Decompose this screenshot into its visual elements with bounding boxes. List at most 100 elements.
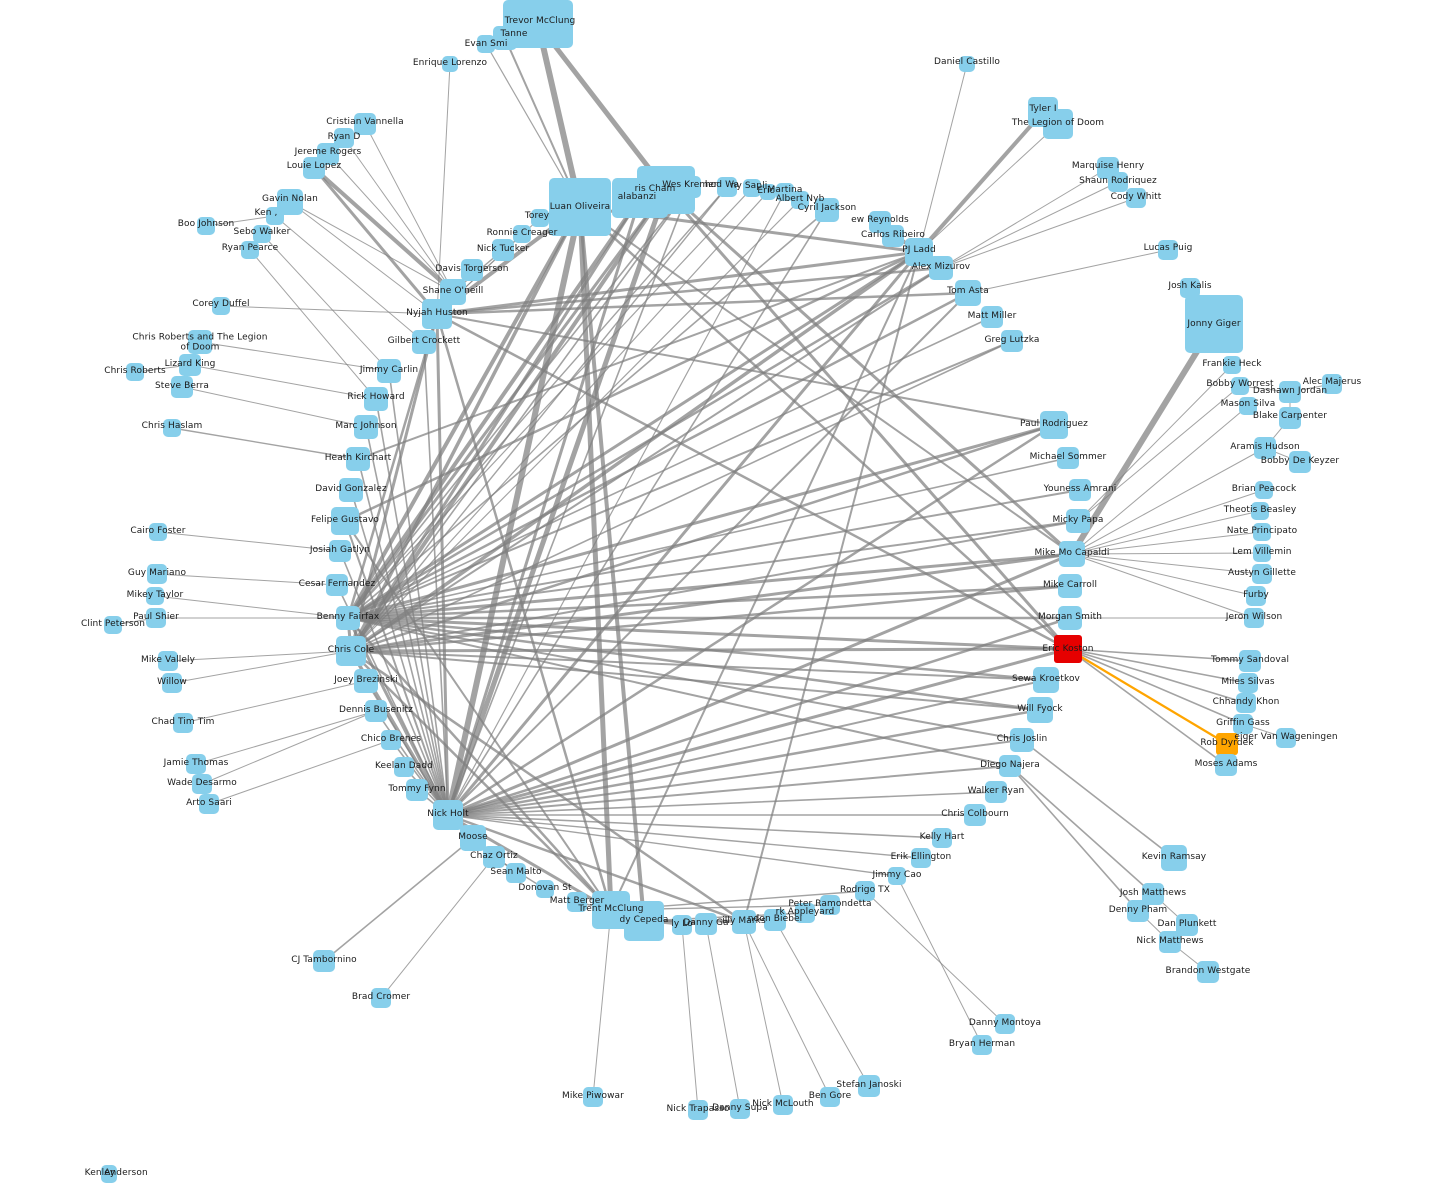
- graph-node-aramis-hudson[interactable]: [1254, 437, 1276, 459]
- graph-node-jeron-wilson[interactable]: [1244, 608, 1264, 628]
- graph-node-kevin-ramsay[interactable]: [1161, 845, 1187, 871]
- graph-node-stefan-janoski[interactable]: [858, 1075, 880, 1097]
- graph-node-moose[interactable]: [460, 825, 486, 851]
- graph-node-miles-silvas[interactable]: [1238, 673, 1258, 693]
- graph-node-ben-gore[interactable]: [820, 1087, 840, 1107]
- graph-node-dennis-busenitz[interactable]: [365, 700, 387, 722]
- graph-node-ryan-pearce[interactable]: [241, 241, 259, 259]
- graph-node-eric-martinaz[interactable]: [760, 184, 776, 200]
- graph-node-dashawn-jordan[interactable]: [1279, 381, 1301, 403]
- graph-node-bobby-worrest[interactable]: [1231, 377, 1249, 395]
- graph-node-mike-vallely[interactable]: [158, 651, 178, 671]
- graph-node-lucas-puig[interactable]: [1158, 240, 1178, 260]
- graph-node-chris-colbourn[interactable]: [964, 804, 986, 826]
- graph-node-matt-berger[interactable]: [567, 892, 587, 912]
- graph-node-pj-ladd[interactable]: [905, 238, 933, 266]
- graph-node-albert-nyb[interactable]: [791, 191, 809, 209]
- graph-node-frankie-heck[interactable]: [1223, 356, 1241, 374]
- graph-node-mike-piwowar[interactable]: [583, 1087, 603, 1107]
- graph-node-mark-appleyard[interactable]: [795, 903, 815, 923]
- graph-node-jamie-thomas[interactable]: [186, 754, 206, 774]
- graph-node-billy-marks[interactable]: [732, 910, 756, 934]
- graph-node-ken[interactable]: [266, 207, 284, 225]
- graph-node-kalabanzi[interactable]: [612, 178, 668, 218]
- graph-node-nick-matthews[interactable]: [1159, 931, 1181, 953]
- graph-node-sewa-kroetkov[interactable]: [1033, 667, 1059, 693]
- graph-node-chad-tim-tim[interactable]: [173, 713, 193, 733]
- graph-node-micky-papa[interactable]: [1066, 509, 1090, 533]
- graph-node-sebo-walker[interactable]: [253, 225, 271, 243]
- graph-node-paul-rodriguez[interactable]: [1040, 411, 1068, 439]
- graph-node-paul-shier[interactable]: [146, 608, 166, 628]
- graph-node-brian-peacock[interactable]: [1255, 481, 1273, 499]
- graph-node-louie-lopez[interactable]: [303, 157, 325, 179]
- graph-node-rick-howard[interactable]: [364, 387, 388, 411]
- graph-node-cyril-jackson[interactable]: [815, 198, 839, 222]
- graph-node-blake-carpenter[interactable]: [1279, 407, 1301, 429]
- graph-node-daniel-castillo[interactable]: [959, 56, 975, 72]
- graph-node-nick-mclouth[interactable]: [773, 1095, 793, 1115]
- graph-node-josh-kalis[interactable]: [1180, 278, 1200, 298]
- graph-node-nick-holt[interactable]: [433, 800, 463, 830]
- graph-node-cody-whitt[interactable]: [1126, 188, 1146, 208]
- graph-node-clint-peterson[interactable]: [104, 616, 122, 634]
- graph-node-wes-kremer[interactable]: [679, 176, 701, 198]
- graph-node-bobby-de-keyzer[interactable]: [1289, 451, 1311, 473]
- graph-node-joey-brezinski[interactable]: [354, 669, 378, 693]
- graph-node-nate-principato[interactable]: [1253, 523, 1271, 541]
- graph-node-josh-matthews[interactable]: [1142, 883, 1164, 905]
- graph-node-will-fyock[interactable]: [1027, 697, 1053, 723]
- graph-node-trent-mcclung[interactable]: [592, 891, 630, 929]
- graph-node-danny-supa[interactable]: [730, 1099, 750, 1119]
- graph-node-nick-trapasso[interactable]: [688, 1100, 708, 1120]
- graph-node-chris-roberts[interactable]: [126, 363, 144, 381]
- graph-node-alec-majerus[interactable]: [1322, 374, 1342, 394]
- graph-node-erik-ellington[interactable]: [911, 848, 931, 868]
- graph-node-donovan-st[interactable]: [536, 880, 554, 898]
- graph-node-shaun-rodriguez[interactable]: [1108, 172, 1128, 192]
- graph-node-martina[interactable]: [776, 183, 794, 201]
- graph-node-luan-oliveira[interactable]: [549, 178, 611, 236]
- graph-node-tommy-fynn[interactable]: [406, 779, 428, 801]
- graph-node-brandon-biebel[interactable]: [764, 909, 786, 931]
- graph-node-moses-adams[interactable]: [1215, 754, 1237, 776]
- graph-node-david-gonzalez[interactable]: [339, 478, 363, 502]
- graph-node-arto-saari[interactable]: [199, 794, 219, 814]
- graph-node-dan-plunkett[interactable]: [1176, 914, 1198, 936]
- graph-node-hod-wa[interactable]: [717, 177, 737, 197]
- graph-node-cairo-foster[interactable]: [149, 523, 167, 541]
- graph-node-lem-villemin[interactable]: [1253, 544, 1271, 562]
- graph-node-wade-desarmo[interactable]: [192, 774, 212, 794]
- graph-node-sean-malto[interactable]: [506, 863, 526, 883]
- graph-node-walker-ryan[interactable]: [985, 781, 1007, 803]
- graph-node-morgan-smith[interactable]: [1058, 606, 1082, 630]
- graph-node-corey-duffel[interactable]: [212, 297, 230, 315]
- graph-node-mikey-taylor[interactable]: [146, 587, 164, 605]
- graph-node-anderson[interactable]: [103, 1165, 117, 1183]
- graph-node-peter-ramondetta[interactable]: [820, 895, 840, 915]
- graph-node-carlos-ribeiro[interactable]: [882, 225, 904, 247]
- graph-node-rodrigo-tx[interactable]: [855, 881, 875, 901]
- graph-node-denny-pham[interactable]: [1127, 900, 1149, 922]
- graph-node-rob-dyrdek[interactable]: [1216, 733, 1238, 755]
- graph-node-mike-carroll[interactable]: [1058, 574, 1082, 598]
- graph-node-benny-fairfax[interactable]: [336, 606, 360, 630]
- graph-node-brad-cromer[interactable]: [371, 988, 391, 1008]
- graph-node-torey[interactable]: [531, 209, 549, 227]
- graph-node-furby[interactable]: [1246, 586, 1266, 606]
- graph-node-the-legion-of-doom[interactable]: [1043, 109, 1073, 139]
- graph-node-danny-garcia[interactable]: [695, 913, 717, 935]
- graph-node-jonny-giger[interactable]: [1185, 295, 1243, 353]
- graph-node-ryan-d[interactable]: [334, 128, 354, 148]
- graph-node-alex-mizurov[interactable]: [929, 256, 953, 280]
- graph-node-guy-mariano[interactable]: [147, 564, 167, 584]
- graph-node-chris-roberts-legion[interactable]: [188, 330, 212, 354]
- graph-node-danny-lopez[interactable]: [672, 915, 692, 935]
- graph-node-diego-najera[interactable]: [999, 755, 1021, 777]
- graph-node-chaz-ortiz[interactable]: [483, 846, 505, 868]
- graph-node-cody-cepeda[interactable]: [624, 901, 664, 941]
- graph-node-tom-asta[interactable]: [955, 280, 981, 306]
- graph-node-jimmy-cao[interactable]: [888, 867, 906, 885]
